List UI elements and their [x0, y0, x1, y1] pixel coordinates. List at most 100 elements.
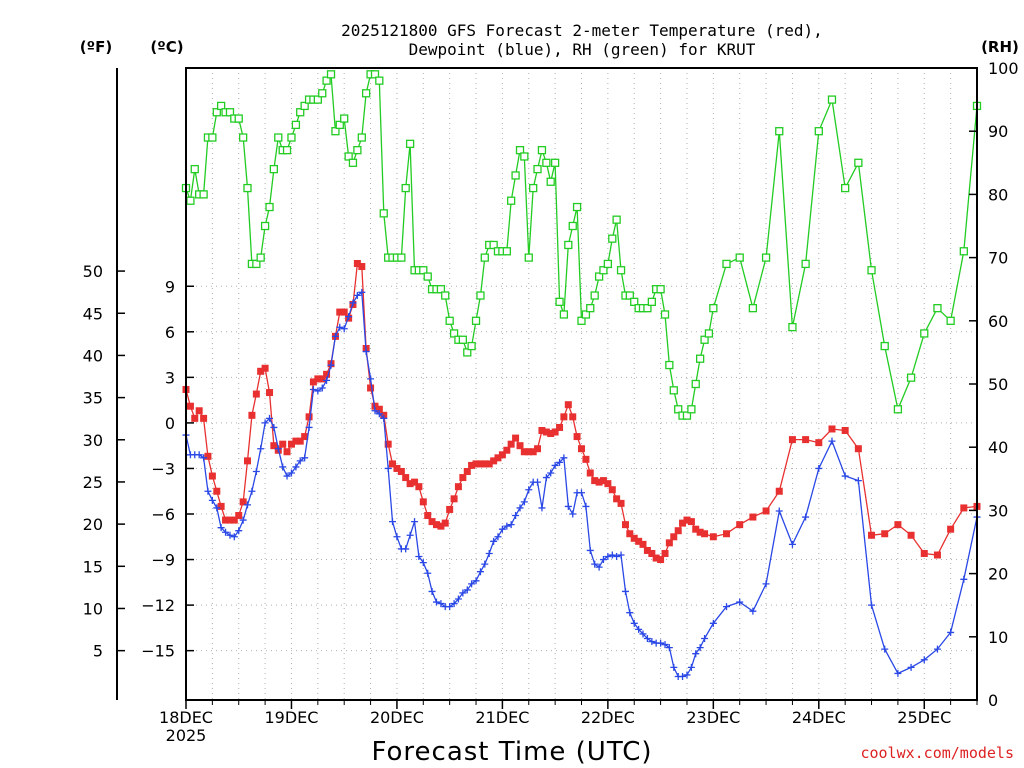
- dewpoint-point: [520, 498, 528, 506]
- rh-point: [933, 304, 942, 313]
- dewpoint-point: [679, 672, 687, 680]
- rh-point: [647, 297, 656, 306]
- temperature-point: [635, 537, 643, 545]
- temperature-point: [709, 533, 717, 541]
- rh-point: [559, 310, 569, 319]
- dewpoint-point: [411, 518, 419, 526]
- temperature-point: [428, 518, 436, 526]
- dewpoint-point: [485, 549, 493, 557]
- celsius-tick-label: −12: [141, 596, 175, 615]
- rh-point: [419, 266, 428, 275]
- rh-point: [546, 177, 555, 186]
- dewpoint-point: [336, 323, 344, 331]
- rh-point: [682, 411, 692, 420]
- rh-point: [234, 114, 243, 123]
- dewpoint-point: [815, 464, 823, 472]
- rh-point: [854, 158, 863, 167]
- dewpoint-point: [586, 546, 594, 554]
- credit-text: coolwx.com/models: [860, 744, 1014, 762]
- dewpoint-point: [358, 288, 366, 296]
- temperature-point: [534, 445, 542, 453]
- x-tick-label: 25DEC: [897, 708, 951, 727]
- temperature-point: [213, 487, 221, 495]
- rh-tick-label: 40: [988, 438, 1008, 457]
- chart-title-line2: Dewpoint (blue), RH (green) for KRUT: [409, 40, 756, 59]
- rh-point: [880, 341, 889, 351]
- fahrenheit-tick-label: 30: [83, 431, 103, 450]
- dewpoint-point: [323, 376, 331, 384]
- dewpoint-point: [542, 474, 550, 482]
- temperature-point: [472, 460, 480, 468]
- rh-point: [572, 202, 582, 212]
- rh-point: [344, 152, 353, 161]
- dewpoint-point: [432, 598, 440, 606]
- dewpoint-point: [626, 609, 634, 617]
- rh-tick-label: 10: [988, 628, 1008, 647]
- dewpoint-point: [371, 407, 379, 415]
- dewpoint-point: [437, 600, 445, 608]
- temperature-point: [226, 516, 234, 524]
- rh-point: [463, 348, 472, 357]
- temperature-point: [358, 263, 366, 271]
- fahrenheit-tick-label: 20: [83, 515, 103, 534]
- dewpoint-point: [881, 645, 889, 653]
- temperature-point: [920, 549, 928, 557]
- temperature-point: [415, 483, 423, 491]
- dewpoint-point: [788, 540, 796, 548]
- rh-point: [691, 379, 700, 389]
- rh-point: [537, 146, 547, 155]
- rh-point: [225, 108, 235, 117]
- temperature-point: [538, 426, 546, 434]
- temperature-point: [424, 512, 432, 520]
- rh-point: [186, 196, 195, 205]
- dewpoint-point: [665, 644, 673, 652]
- temperature-point: [406, 480, 414, 488]
- axes: 9630−3−6−9−12−15504540353025201510510090…: [83, 59, 1019, 745]
- rh-tick-label: 20: [988, 565, 1008, 584]
- rh-point: [599, 266, 608, 275]
- temperature-point: [283, 448, 291, 456]
- rh-point: [735, 253, 744, 262]
- temperature-point: [512, 434, 520, 442]
- temperature-point: [314, 375, 322, 383]
- dewpoint-point: [419, 559, 427, 567]
- rh-point: [212, 108, 221, 117]
- rh-point: [252, 259, 261, 269]
- rh-point: [370, 70, 380, 79]
- rh-point: [959, 247, 968, 256]
- rh-point: [265, 202, 274, 212]
- rh-point: [375, 76, 384, 85]
- dewpoint-point: [604, 553, 612, 561]
- dewpoint-point: [296, 457, 304, 465]
- rh-tick-label: 0: [988, 691, 998, 710]
- temperature-point: [375, 405, 383, 413]
- rh-point: [256, 253, 265, 262]
- dewpoint-point: [599, 556, 607, 564]
- temperature-point: [723, 530, 731, 538]
- rh-point: [357, 133, 366, 142]
- temperature-point: [599, 477, 607, 485]
- temperature-point: [446, 505, 454, 513]
- dewpoint-point: [266, 414, 274, 422]
- rh-point: [397, 253, 406, 262]
- dewpoint-point: [257, 445, 265, 453]
- rh-point: [471, 316, 481, 325]
- temperature-point: [670, 533, 678, 541]
- dewpoint-point: [349, 299, 357, 307]
- dewpoint-point: [270, 423, 278, 431]
- temperature-point: [318, 375, 326, 383]
- dewpoint-point: [643, 635, 651, 643]
- temperature-point: [309, 378, 317, 386]
- rh-point: [441, 291, 450, 300]
- dewpoint-point: [687, 663, 695, 671]
- temperature-point: [397, 467, 405, 475]
- temperature-point: [529, 448, 537, 456]
- dewpoint-point: [195, 451, 203, 459]
- dewpoint-point: [613, 553, 621, 561]
- rh-tick-label: 100: [988, 59, 1019, 78]
- temperature-point: [336, 308, 344, 316]
- rh-point: [669, 386, 678, 395]
- temperature-point: [494, 454, 502, 462]
- dewpoint-point: [450, 600, 458, 608]
- temperature-point: [503, 446, 511, 454]
